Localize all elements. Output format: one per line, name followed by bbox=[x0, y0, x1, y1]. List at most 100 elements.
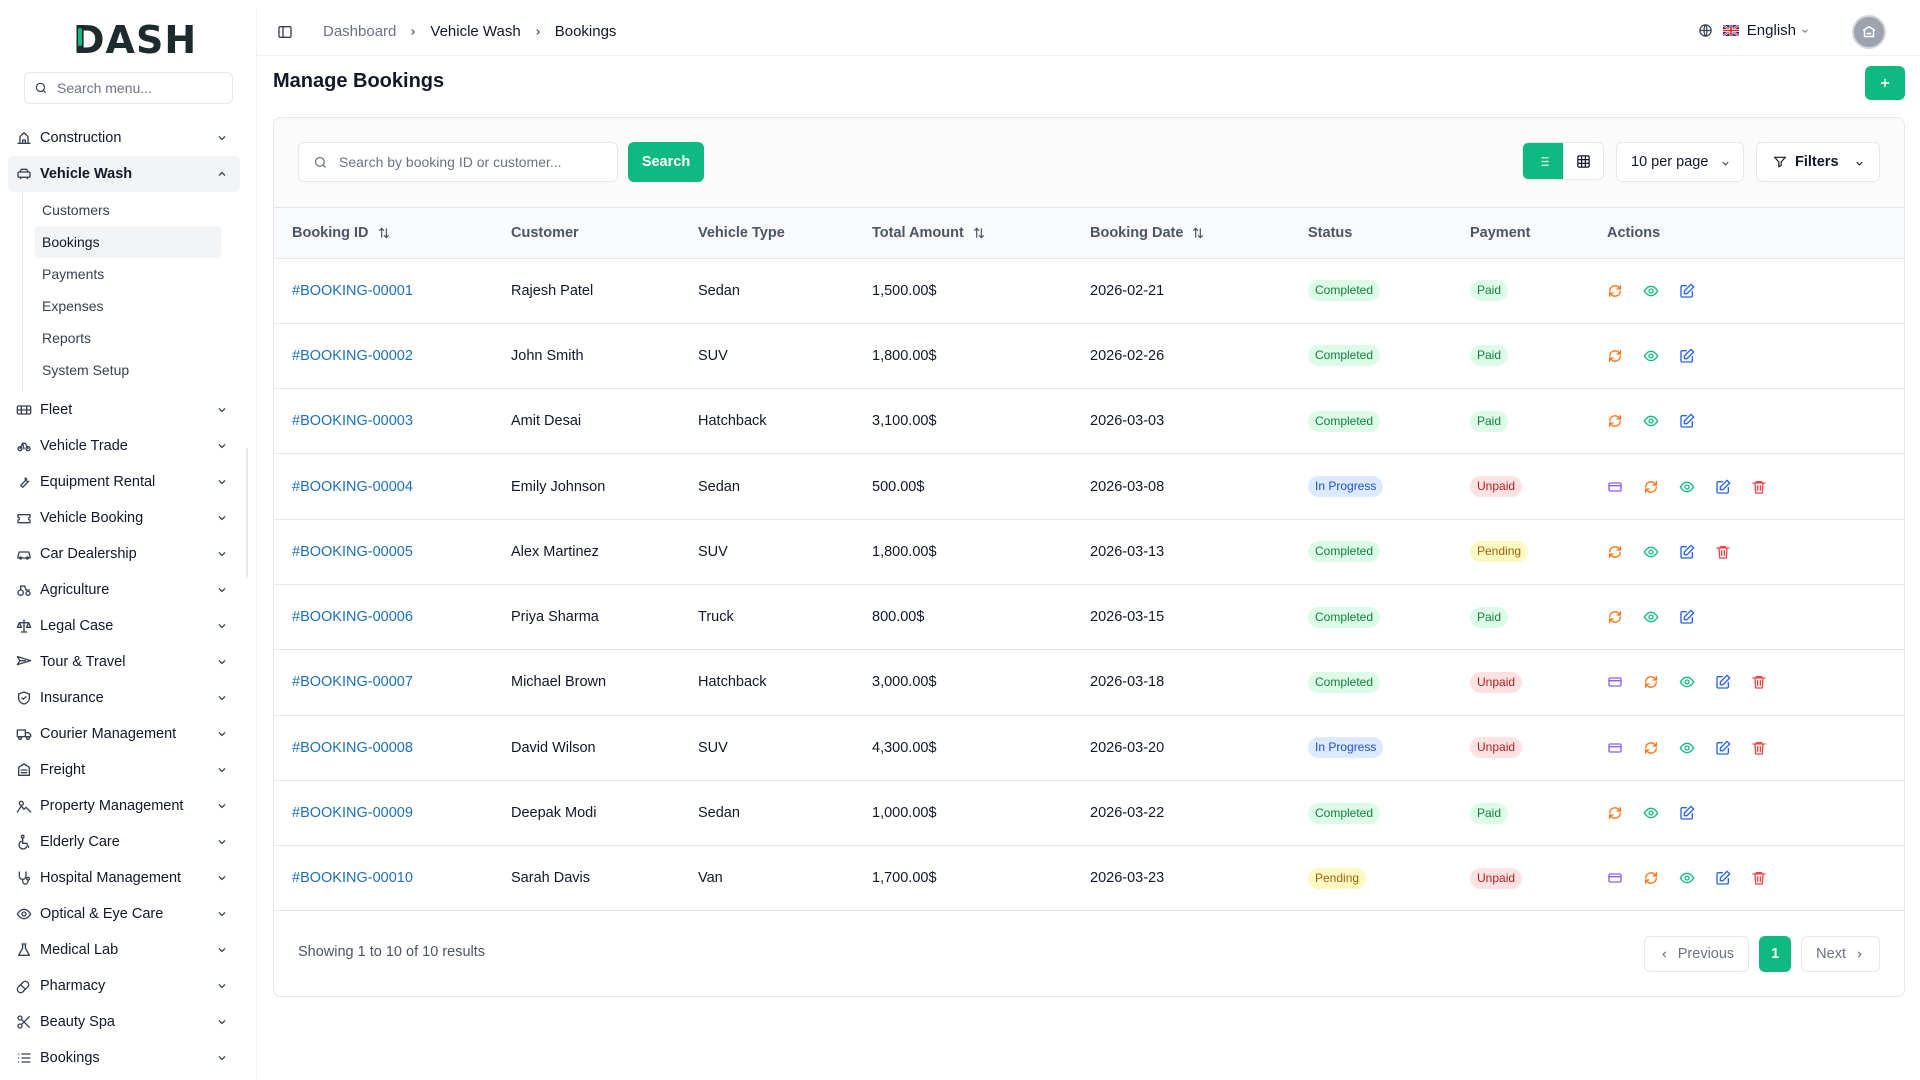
refresh-icon[interactable] bbox=[1643, 479, 1659, 495]
sidebar-item-pharmacy[interactable]: Pharmacy bbox=[8, 968, 240, 1004]
booking-search-field[interactable] bbox=[298, 142, 618, 182]
sidebar-item-hospital-management[interactable]: Hospital Management bbox=[8, 860, 240, 896]
eye-icon[interactable] bbox=[1679, 479, 1695, 495]
grid-view-button[interactable] bbox=[1563, 143, 1603, 179]
booking-id-link[interactable]: #BOOKING-00007 bbox=[274, 649, 493, 716]
refresh-icon[interactable] bbox=[1607, 413, 1623, 429]
sidebar-item-legal-case[interactable]: Legal Case bbox=[8, 608, 240, 644]
edit-icon[interactable] bbox=[1679, 805, 1695, 821]
refresh-icon[interactable] bbox=[1607, 805, 1623, 821]
booking-search-input[interactable] bbox=[299, 143, 617, 181]
eye-icon[interactable] bbox=[1643, 283, 1659, 299]
sidebar-item-fleet[interactable]: Fleet bbox=[8, 392, 240, 428]
sidebar-item-vehicle-booking[interactable]: Vehicle Booking bbox=[8, 500, 240, 536]
breadcrumb-dashboard[interactable]: Dashboard bbox=[323, 23, 397, 40]
edit-icon[interactable] bbox=[1715, 674, 1731, 690]
edit-icon[interactable] bbox=[1715, 740, 1731, 756]
sidebar-search-input[interactable]: Search menu... bbox=[24, 72, 233, 104]
sidebar-item-vehicle-trade[interactable]: Vehicle Trade bbox=[8, 428, 240, 464]
refresh-icon[interactable] bbox=[1643, 674, 1659, 690]
sidebar-item-car-dealership[interactable]: Car Dealership bbox=[8, 536, 240, 572]
edit-icon[interactable] bbox=[1679, 348, 1695, 364]
trash-icon[interactable] bbox=[1751, 479, 1767, 495]
eye-icon[interactable] bbox=[1679, 674, 1695, 690]
column-total-amount[interactable]: Total Amount bbox=[854, 208, 1072, 259]
card-icon[interactable] bbox=[1607, 740, 1623, 756]
avatar[interactable] bbox=[1852, 15, 1886, 49]
sidebar-item-tour-travel[interactable]: Tour & Travel bbox=[8, 644, 240, 680]
sidebar-item-courier-management[interactable]: Courier Management bbox=[8, 716, 240, 752]
language-selector[interactable]: English bbox=[1698, 22, 1810, 39]
booking-id-link[interactable]: #BOOKING-00004 bbox=[274, 453, 493, 520]
edit-icon[interactable] bbox=[1679, 283, 1695, 299]
refresh-icon[interactable] bbox=[1607, 609, 1623, 625]
sidebar-item-medical-lab[interactable]: Medical Lab bbox=[8, 932, 240, 968]
card-icon[interactable] bbox=[1607, 479, 1623, 495]
trash-icon[interactable] bbox=[1751, 674, 1767, 690]
sidebar-item-construction[interactable]: Construction bbox=[8, 120, 240, 156]
edit-icon[interactable] bbox=[1679, 413, 1695, 429]
edit-icon[interactable] bbox=[1715, 479, 1731, 495]
booking-id-link[interactable]: #BOOKING-00006 bbox=[274, 584, 493, 651]
column-booking-date[interactable]: Booking Date bbox=[1072, 208, 1290, 259]
sidebar-item-insurance[interactable]: Insurance bbox=[8, 680, 240, 716]
page-number-button[interactable]: 1 bbox=[1759, 936, 1792, 972]
column-booking-id[interactable]: Booking ID bbox=[274, 208, 493, 259]
sidebar-item-bookings[interactable]: Bookings bbox=[8, 1040, 240, 1076]
eye-icon[interactable] bbox=[1643, 544, 1659, 560]
card-icon[interactable] bbox=[1607, 674, 1623, 690]
booking-id-link[interactable]: #BOOKING-00008 bbox=[274, 715, 493, 781]
filter-icon bbox=[1773, 155, 1787, 169]
sidebar-item-freight[interactable]: Freight bbox=[8, 752, 240, 788]
sidebar-item-equipment-rental[interactable]: Equipment Rental bbox=[8, 464, 240, 500]
trash-icon[interactable] bbox=[1751, 870, 1767, 886]
booking-id-link[interactable]: #BOOKING-00002 bbox=[274, 323, 493, 390]
next-page-button[interactable]: Next bbox=[1801, 936, 1880, 972]
eye-icon[interactable] bbox=[1643, 805, 1659, 821]
eye-icon[interactable] bbox=[1643, 413, 1659, 429]
sidebar-item-beauty-spa[interactable]: Beauty Spa bbox=[8, 1004, 240, 1040]
filters-button[interactable]: Filters bbox=[1756, 142, 1880, 182]
sidebar-scrollbar[interactable] bbox=[246, 448, 248, 578]
search-button[interactable]: Search bbox=[628, 142, 704, 182]
sidebar-item-elderly-care[interactable]: Elderly Care bbox=[8, 824, 240, 860]
eye-icon[interactable] bbox=[1679, 740, 1695, 756]
breadcrumb-vehicle-wash[interactable]: Vehicle Wash bbox=[430, 23, 521, 40]
refresh-icon[interactable] bbox=[1607, 283, 1623, 299]
edit-icon[interactable] bbox=[1679, 609, 1695, 625]
sidebar-item-property-management[interactable]: Property Management bbox=[8, 788, 240, 824]
refresh-icon[interactable] bbox=[1643, 870, 1659, 886]
dash-logo[interactable]: D ASH bbox=[73, 18, 198, 62]
booking-id-link[interactable]: #BOOKING-00005 bbox=[274, 519, 493, 585]
sidebar-subitem-reports[interactable]: Reports bbox=[42, 330, 92, 346]
sidebar-item-vehicle-wash[interactable]: Vehicle Wash bbox=[8, 156, 240, 192]
refresh-icon[interactable] bbox=[1607, 544, 1623, 560]
add-booking-button[interactable] bbox=[1865, 66, 1905, 100]
edit-icon[interactable] bbox=[1715, 870, 1731, 886]
previous-page-button[interactable]: Previous bbox=[1643, 936, 1750, 972]
sidebar-subitem-bookings[interactable]: Bookings bbox=[35, 226, 221, 258]
eye-icon[interactable] bbox=[1643, 348, 1659, 364]
card-icon[interactable] bbox=[1607, 870, 1623, 886]
eye-icon[interactable] bbox=[1679, 870, 1695, 886]
sidebar-subitem-customers[interactable]: Customers bbox=[42, 202, 110, 218]
booking-id-link[interactable]: #BOOKING-00010 bbox=[274, 845, 493, 912]
refresh-icon[interactable] bbox=[1643, 740, 1659, 756]
booking-id-link[interactable]: #BOOKING-00003 bbox=[274, 388, 493, 455]
booking-id-link[interactable]: #BOOKING-00009 bbox=[274, 780, 493, 847]
sidebar-subitem-expenses[interactable]: Expenses bbox=[42, 298, 104, 314]
trash-icon[interactable] bbox=[1751, 740, 1767, 756]
edit-icon[interactable] bbox=[1679, 544, 1695, 560]
refresh-icon[interactable] bbox=[1607, 348, 1623, 364]
list-view-button[interactable] bbox=[1523, 143, 1563, 179]
sidebar-item-agriculture[interactable]: Agriculture bbox=[8, 572, 240, 608]
trash-icon[interactable] bbox=[1715, 544, 1731, 560]
sidebar-subitem-payments[interactable]: Payments bbox=[42, 266, 105, 282]
booking-id-link[interactable]: #BOOKING-00001 bbox=[274, 258, 493, 324]
sidebar-toggle-icon[interactable] bbox=[277, 24, 293, 40]
eye-icon[interactable] bbox=[1643, 609, 1659, 625]
sidebar-subitem-system-setup[interactable]: System Setup bbox=[42, 362, 130, 378]
sidebar-item-optical-eye-care[interactable]: Optical & Eye Care bbox=[8, 896, 240, 932]
per-page-select[interactable]: 10 per page bbox=[1616, 142, 1744, 182]
sidebar-item-label: Equipment Rental bbox=[40, 474, 156, 490]
